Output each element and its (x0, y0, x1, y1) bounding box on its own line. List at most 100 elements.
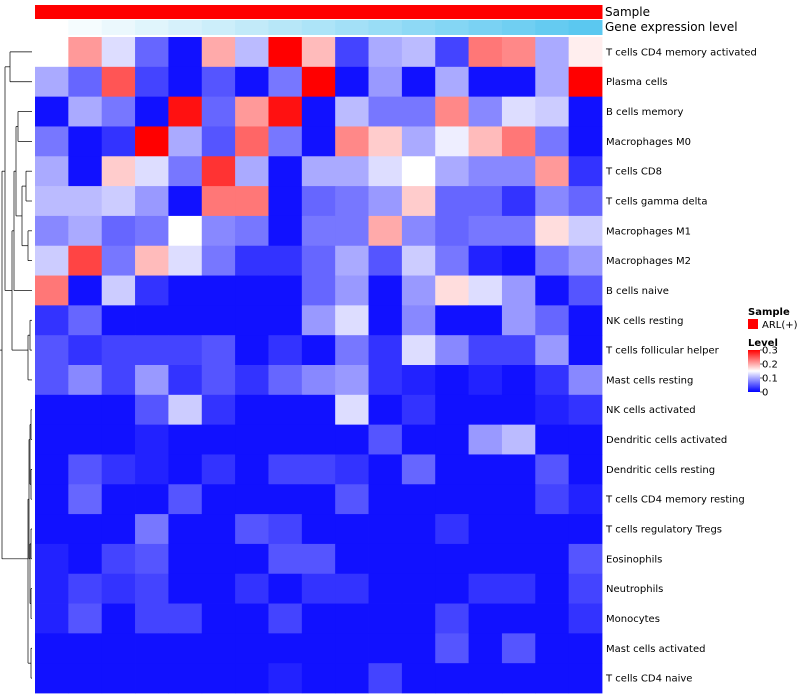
heatmap-cell (401, 215, 436, 247)
heatmap-cell (435, 543, 469, 575)
heatmap-cell (301, 66, 336, 98)
heatmap-cell (168, 573, 203, 604)
heatmap-cell (201, 96, 236, 127)
heatmap-cell (101, 215, 136, 247)
heatmap-cell (501, 275, 536, 306)
heatmap-cell (101, 66, 136, 98)
sample-annotation-cell (68, 5, 103, 19)
heatmap-cell (335, 543, 369, 575)
gene-expression-annotation-cell (335, 20, 370, 35)
heatmap-cell (435, 186, 469, 217)
heatmap-cell (435, 156, 469, 187)
heatmap-cell (335, 186, 369, 217)
level-legend-tick-label: 0 (762, 388, 768, 399)
heatmap-cell (501, 603, 536, 634)
heatmap-cell (201, 156, 236, 187)
heatmap-cell (401, 186, 436, 217)
heatmap-cell (268, 126, 303, 157)
heatmap-cell (468, 245, 503, 276)
gene-expression-annotation-cell (201, 20, 236, 35)
heatmap-cell (35, 633, 69, 664)
heatmap-cell (201, 424, 236, 455)
heatmap-cell (568, 514, 603, 545)
heatmap-cell (368, 454, 403, 485)
heatmap-cell (135, 275, 169, 306)
heatmap-cell (68, 66, 103, 98)
heatmap-cell (401, 365, 436, 396)
heatmap-cell (168, 633, 203, 664)
heatmap-cell (68, 186, 103, 217)
heatmap-cell (468, 573, 503, 604)
heatmap-cell (101, 514, 136, 545)
sample-annotation-cell (35, 5, 69, 19)
heatmap-cell (135, 96, 169, 127)
heatmap-cell (401, 335, 436, 366)
heatmap-cell (35, 514, 69, 545)
heatmap-cell (535, 66, 570, 98)
heatmap-cell (535, 275, 570, 306)
gene-expression-annotation-bar (35, 20, 603, 35)
heatmap-cell (435, 424, 469, 455)
heatmap-cell (501, 245, 536, 276)
heatmap-cell (435, 573, 469, 604)
row-label: B cells naive (606, 286, 669, 297)
heatmap-cell (435, 454, 469, 485)
heatmap-cell (568, 663, 603, 694)
heatmap-cell (468, 633, 503, 664)
heatmap-cell (568, 305, 603, 336)
heatmap-cell (35, 663, 69, 694)
heatmap-cell (301, 365, 336, 396)
heatmap-cell (301, 543, 336, 575)
heatmap-cell (201, 454, 236, 485)
sample-legend: Sample ARL(+) (748, 307, 798, 331)
gene-expression-annotation-cell (401, 20, 436, 35)
row-label: Mast cells resting (606, 375, 693, 386)
heatmap-cell (135, 543, 169, 575)
heatmap-cell (401, 663, 436, 694)
heatmap-cell (401, 305, 436, 336)
heatmap-cell (168, 186, 203, 217)
gene-expression-annotation-cell (135, 20, 169, 35)
heatmap-cell (301, 275, 336, 306)
row-label: Neutrophils (606, 584, 663, 595)
heatmap-cell (268, 37, 303, 68)
heatmap-cell (168, 66, 203, 98)
heatmap-cell (501, 424, 536, 455)
heatmap-cell (368, 394, 403, 426)
heatmap-cell (368, 37, 403, 68)
heatmap-cell (268, 305, 303, 336)
heatmap-cell (468, 275, 503, 306)
heatmap-cell (568, 275, 603, 306)
sample-annotation-cell (435, 5, 470, 19)
row-label: T cells regulatory Tregs (605, 525, 722, 536)
heatmap-cell (201, 603, 236, 634)
level-legend-title: Level (748, 338, 778, 349)
heatmap-cell (301, 126, 336, 157)
heatmap-cell (335, 305, 369, 336)
heatmap-cell (101, 37, 136, 68)
heatmap-cell (501, 66, 536, 98)
row-label: T cells CD4 memory activated (605, 47, 757, 58)
heatmap-cell (501, 126, 536, 157)
heatmap-cell (101, 275, 136, 306)
heatmap-cell (35, 215, 69, 247)
heatmap-cell (235, 37, 269, 68)
heatmap-cell (335, 603, 369, 634)
heatmap-cell (401, 394, 436, 426)
heatmap-cell (301, 454, 336, 485)
heatmap-cell (101, 573, 136, 604)
sample-annotation-cell (401, 5, 436, 19)
heatmap-cell (168, 335, 203, 366)
heatmap-cell (401, 543, 436, 575)
heatmap-cell (435, 514, 469, 545)
heatmap-cell (268, 365, 303, 396)
heatmap-cell (168, 603, 203, 634)
heatmap-cell (301, 186, 336, 217)
heatmap-cell (568, 156, 603, 187)
heatmap-cell (101, 454, 136, 485)
gene-expression-annotation-cell (435, 20, 470, 35)
heatmap-cell (68, 365, 103, 396)
sample-annotation-cell (268, 5, 303, 19)
heatmap-cell (135, 215, 169, 247)
